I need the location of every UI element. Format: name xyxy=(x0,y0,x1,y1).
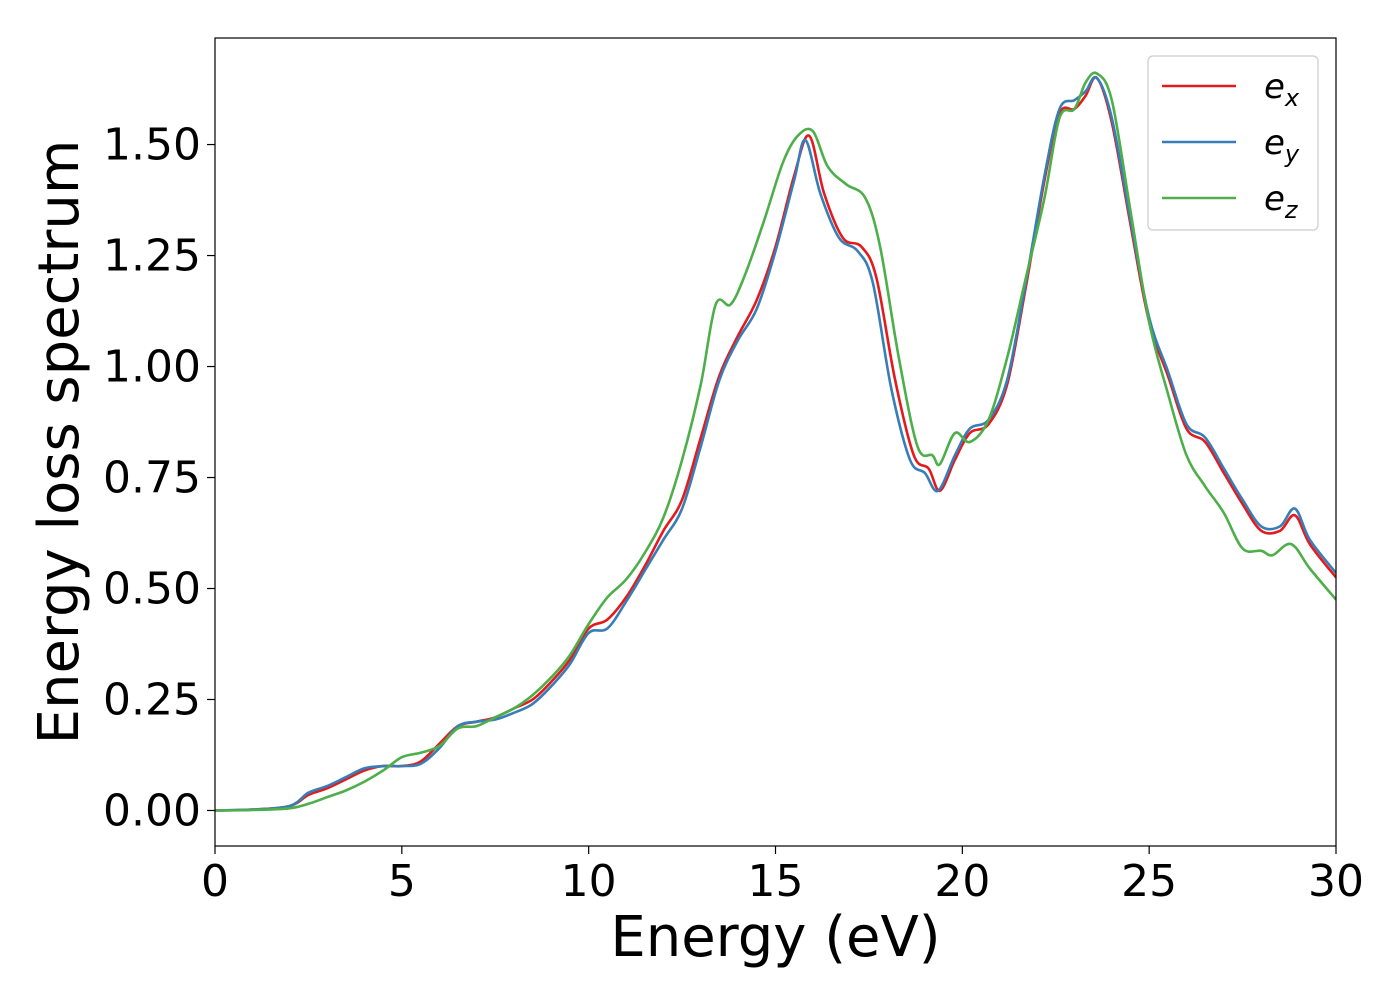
legend-label-x: ex xyxy=(1264,67,1300,112)
series-lines xyxy=(215,71,1336,812)
legend-label-subscript: y xyxy=(1284,140,1300,168)
x-tick-label: 10 xyxy=(561,856,617,907)
legend-label-base: e xyxy=(1264,123,1285,163)
x-tick-label: 15 xyxy=(748,856,804,907)
x-axis-label: Energy (eV) xyxy=(610,905,940,970)
y-tick-label: 0.75 xyxy=(103,453,201,504)
x-tick-label: 20 xyxy=(934,856,990,907)
x-tick-label: 5 xyxy=(388,856,416,907)
x-tick-label: 25 xyxy=(1121,856,1177,907)
series-line-z xyxy=(215,71,1336,812)
axis-ticks: 0 5 10 15 20 25 30 0.00 0.25 0.50 0.75 1.00 1.25 1.50 xyxy=(103,120,1364,907)
legend-label-z: ez xyxy=(1264,179,1299,224)
legend-label-subscript: x xyxy=(1284,84,1300,112)
legend-label-y: ey xyxy=(1264,123,1300,168)
y-tick-label: 1.25 xyxy=(103,231,201,282)
y-tick-label: 0.00 xyxy=(103,785,201,836)
legend-label-subscript: z xyxy=(1284,196,1299,224)
legend-label-base: e xyxy=(1264,67,1285,107)
x-tick-label: 30 xyxy=(1308,856,1364,907)
y-tick-label: 1.50 xyxy=(103,120,201,171)
legend-label-base: e xyxy=(1264,179,1285,219)
x-tick-label: 0 xyxy=(201,856,229,907)
y-tick-label: 0.50 xyxy=(103,564,201,615)
y-tick-label: 0.25 xyxy=(103,674,201,725)
y-axis-label: Energy loss spectrum xyxy=(27,140,92,745)
y-tick-label: 1.00 xyxy=(103,342,201,393)
